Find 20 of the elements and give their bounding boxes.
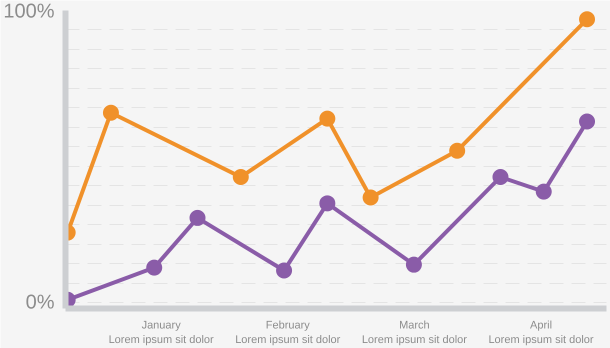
point — [579, 11, 596, 28]
text: January Lorem ipsum sit dolor — [108, 320, 214, 346]
point — [190, 210, 206, 226]
point — [146, 260, 162, 276]
point — [362, 189, 379, 206]
point — [276, 262, 292, 279]
y-tick-label: 0% — [26, 292, 55, 314]
point — [102, 104, 119, 121]
text: February Lorem ipsum sit dolor — [235, 320, 341, 346]
point — [232, 169, 249, 186]
point — [536, 184, 552, 200]
point — [406, 256, 422, 273]
point — [579, 114, 596, 130]
text: April Lorem ipsum sit dolor — [488, 320, 594, 346]
point — [319, 195, 336, 212]
point — [492, 169, 508, 186]
point — [449, 142, 466, 159]
text: March Lorem ipsum sit dolor — [362, 320, 468, 346]
point — [319, 110, 336, 127]
y-tick-label: 100% — [3, 0, 55, 22]
